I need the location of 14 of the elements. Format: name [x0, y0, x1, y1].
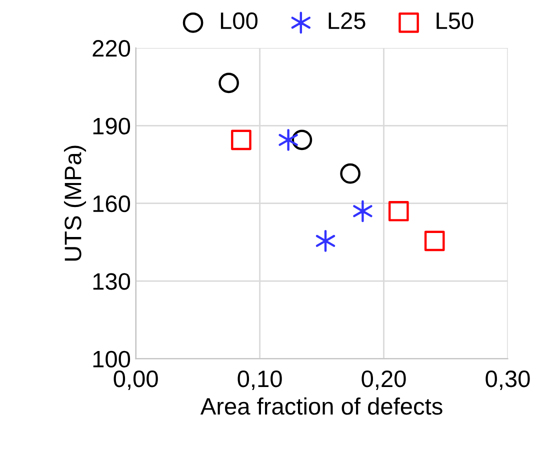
x-tick-label: 0,20	[362, 370, 406, 390]
y-tick-label: 190	[93, 118, 130, 134]
y-tick-label: 220	[92, 40, 130, 57]
x-tick-label: 0,00	[114, 370, 158, 390]
legend-label: L00	[220, 12, 258, 30]
y-tick-label: 160	[93, 195, 130, 212]
y-tick-label: 100	[93, 350, 130, 368]
x-tick-label: 0,30	[486, 370, 530, 390]
y-axis-title: UTS (MPa)	[64, 146, 86, 261]
legend-label: L25	[328, 12, 366, 30]
x-tick-label: 0,10	[238, 370, 282, 390]
x-axis-title: Area fraction of defects	[200, 397, 442, 415]
y-tick-label: 130	[93, 273, 130, 290]
legend-label: L50	[436, 12, 474, 30]
